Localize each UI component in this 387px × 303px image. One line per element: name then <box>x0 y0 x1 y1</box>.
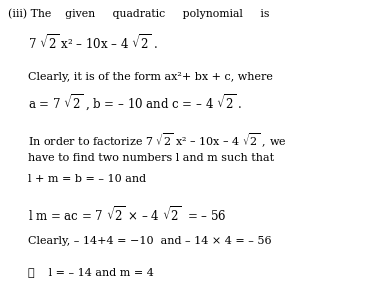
Text: (iii) The    given     quadratic     polynomial     is: (iii) The given quadratic polynomial is <box>8 8 269 18</box>
Text: have to find two numbers l and m such that: have to find two numbers l and m such th… <box>28 153 274 163</box>
Text: l m = ac = 7 $\mathdefault{\sqrt{2}}$ × – 4 $\mathdefault{\sqrt{2}}$  = – 56: l m = ac = 7 $\mathdefault{\sqrt{2}}$ × … <box>28 205 227 224</box>
Text: ∴    l = – 14 and m = 4: ∴ l = – 14 and m = 4 <box>28 267 154 277</box>
Text: Clearly, – 14+4 = −10  and – 14 × 4 = – 56: Clearly, – 14+4 = −10 and – 14 × 4 = – 5… <box>28 236 272 246</box>
Text: l + m = b = – 10 and: l + m = b = – 10 and <box>28 174 146 184</box>
Text: a = 7 $\mathdefault{\sqrt{2}}$ , b = – 10 and c = – 4 $\mathdefault{\sqrt{2}}$ .: a = 7 $\mathdefault{\sqrt{2}}$ , b = – 1… <box>28 93 242 113</box>
Text: 7 $\mathdefault{\sqrt{2}}$ x² – 10x – 4 $\mathdefault{\sqrt{2}}$ .: 7 $\mathdefault{\sqrt{2}}$ x² – 10x – 4 … <box>28 33 158 52</box>
Text: In order to factorize 7 $\mathdefault{\sqrt{2}}$ x² – 10x – 4 $\mathdefault{\sqr: In order to factorize 7 $\mathdefault{\s… <box>28 132 286 150</box>
Text: Clearly, it is of the form ax²+ bx + c, where: Clearly, it is of the form ax²+ bx + c, … <box>28 72 273 82</box>
